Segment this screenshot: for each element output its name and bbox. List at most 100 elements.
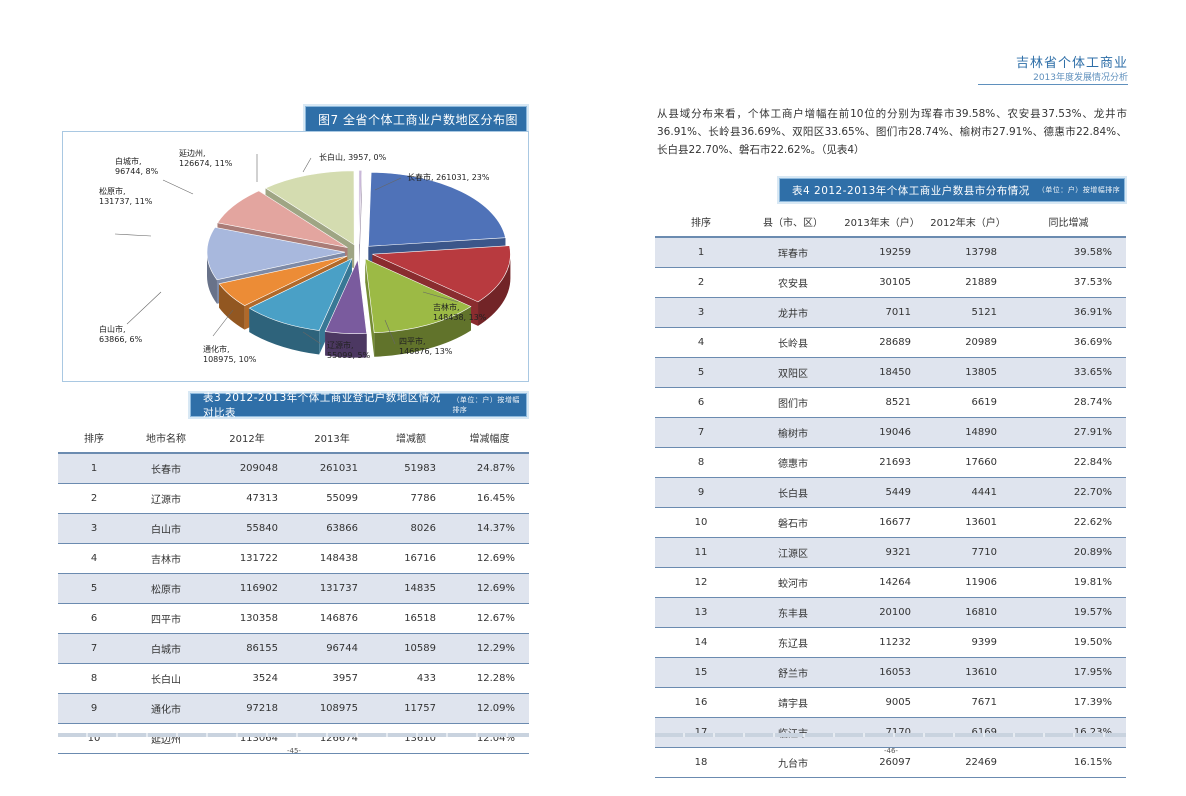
table4-title: 表4 2012-2013年个体工商业户数县市分布情况 [792, 184, 1030, 197]
table3-cell: 12.29% [450, 633, 529, 664]
table3-cell: 148438 [292, 543, 372, 574]
table4-cell: 19046 [839, 417, 925, 448]
pie-leader-line [302, 331, 322, 345]
table4-cell: 7710 [925, 537, 1011, 568]
pie-slice-top [218, 255, 348, 306]
pie-slice-side [325, 331, 367, 358]
table4-cell: 14264 [839, 567, 925, 598]
table4-cell: 11906 [925, 567, 1011, 598]
table3-cell: 12.09% [450, 693, 529, 724]
table4-cell: 19.57% [1011, 597, 1126, 628]
right-footer-rule [655, 733, 1126, 737]
table4-cell: 德惠市 [747, 447, 839, 478]
table3-cell: 116902 [202, 573, 292, 604]
table4-cell: 16.15% [1011, 747, 1126, 778]
table3-cell: 96744 [292, 633, 372, 664]
pie-slice-top [364, 258, 472, 334]
table3-column-header: 排序 [58, 422, 130, 454]
table4-cell: 36.91% [1011, 297, 1126, 328]
table4-cell: 6169 [925, 717, 1011, 748]
table-row: 2 农安县 30105 21889 37.53% [655, 267, 1126, 298]
table4-cell: 7671 [925, 687, 1011, 718]
table3-cell: 108975 [292, 693, 372, 724]
table-row: 16 靖宇县 9005 7671 17.39% [655, 687, 1126, 718]
table-row: 8 长白山 3524 3957 433 12.28% [58, 663, 529, 694]
table4-cell: 7170 [839, 717, 925, 748]
table4-cell: 20.89% [1011, 537, 1126, 568]
pie-slice-wall [365, 258, 375, 357]
table4-cell: 13 [655, 597, 747, 628]
table4-cell: 珲春市 [747, 237, 839, 268]
running-header-subtitle: 2013年度发展情况分析 [1033, 73, 1128, 83]
pie-slice-top [358, 170, 363, 245]
table3-cell: 4 [58, 543, 130, 574]
pie-slice-side [207, 252, 217, 304]
table4-cell: 22.84% [1011, 447, 1126, 478]
pie-slice-side [478, 254, 511, 326]
table4-cell: 20100 [839, 597, 925, 628]
table-row: 8 德惠市 21693 17660 22.84% [655, 447, 1126, 478]
pie-slice-长白山 [358, 170, 363, 269]
table4-cell: 28689 [839, 327, 925, 358]
table4-cell: 18 [655, 747, 747, 778]
table-row: 5 松原市 116902 131737 14835 12.69% [58, 573, 529, 604]
figure-title-bar: 图7 全省个体工商业户数地区分布图 [305, 106, 527, 132]
table-row: 4 吉林市 131722 148438 16716 12.69% [58, 543, 529, 574]
figure-title: 图7 全省个体工商业户数地区分布图 [318, 112, 518, 127]
running-header-rule [978, 84, 1128, 85]
table4-cell: 20989 [925, 327, 1011, 358]
table3-cell: 2 [58, 483, 130, 514]
table4-cell: 37.53% [1011, 267, 1126, 298]
table3-cell: 51983 [372, 453, 450, 484]
table4-cell: 16677 [839, 507, 925, 538]
table-row: 2 辽源市 47313 55099 7786 16.45% [58, 483, 529, 514]
table4-cell: 双阳区 [747, 357, 839, 388]
pie-slice-side [249, 308, 320, 355]
table4-cell: 1 [655, 237, 747, 268]
pie-chart: 长春市, 261031, 23% 吉林市, 148438, 13% 四平市, 14687… [99, 148, 511, 364]
running-header-title: 吉林省个体工商业 [1015, 56, 1128, 71]
table-row: 7 白城市 86155 96744 10589 12.29% [58, 633, 529, 664]
table3-cell: 131737 [292, 573, 372, 604]
table3-column-header: 2012年 [202, 422, 292, 454]
table3-cell: 433 [372, 663, 450, 694]
table3-cell: 7 [58, 633, 130, 664]
table4-cell: 12 [655, 567, 747, 598]
pie-slice-top [216, 190, 348, 248]
table3-cell: 14835 [372, 573, 450, 604]
table4-cell: 9005 [839, 687, 925, 718]
table3-cell: 97218 [202, 693, 292, 724]
table4-cell: 2 [655, 267, 747, 298]
pie-data-label: 吉林市, 148438, 13% [433, 302, 487, 322]
table3-cell: 16.45% [450, 483, 529, 514]
table4-cell: 17660 [925, 447, 1011, 478]
table4-cell: 18450 [839, 357, 925, 388]
table4-cell: 21693 [839, 447, 925, 478]
pie-data-label: 白山市, 63866, 6% [99, 324, 143, 344]
table3-cell: 11757 [372, 693, 450, 724]
table4-cell: 6 [655, 387, 747, 418]
table3-cell: 松原市 [130, 573, 202, 604]
table3-cell: 24.87% [450, 453, 529, 484]
table3-cell: 131722 [202, 543, 292, 574]
table4-cell: 8521 [839, 387, 925, 418]
pie-leader-line [212, 309, 234, 337]
table4-cell: 磐石市 [747, 507, 839, 538]
table4-cell: 30105 [839, 267, 925, 298]
pie-slice-top [206, 227, 346, 281]
pie-slice-top [324, 258, 367, 334]
pie-leader-line [126, 291, 162, 325]
table4-cell: 舒兰市 [747, 657, 839, 688]
table-row: 11 江源区 9321 7710 20.89% [655, 537, 1126, 568]
pie-leader-line [374, 177, 402, 191]
table4-cell: 22.70% [1011, 477, 1126, 508]
table-row: 6 图们市 8521 6619 28.74% [655, 387, 1126, 418]
table4-cell: 17.39% [1011, 687, 1126, 718]
table3-cell: 12.69% [450, 543, 529, 574]
table3-unit: （单位：户）按增幅排序 [452, 396, 520, 414]
table4-cell: 5449 [839, 477, 925, 508]
table4-cell: 蛟河市 [747, 567, 839, 598]
table4-cell: 13798 [925, 237, 1011, 268]
table4-cell: 14 [655, 627, 747, 658]
table-row: 7 榆树市 19046 14890 27.91% [655, 417, 1126, 448]
